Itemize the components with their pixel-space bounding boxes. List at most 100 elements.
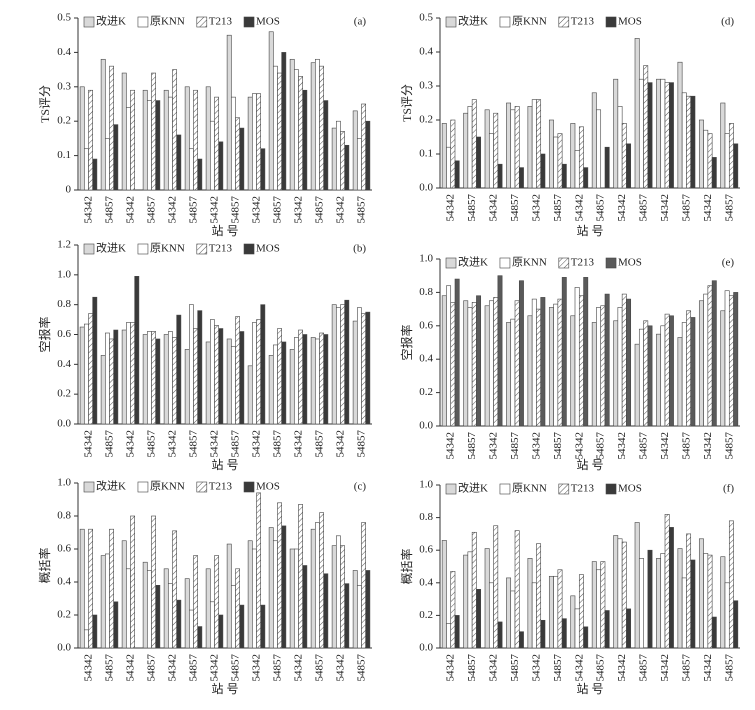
bar	[677, 61, 683, 189]
bar	[711, 616, 717, 649]
x-tick-label: 54342	[659, 654, 671, 682]
bar	[235, 568, 240, 649]
bar	[92, 614, 98, 649]
bar	[617, 106, 623, 189]
bar	[214, 325, 219, 425]
bar	[126, 322, 131, 425]
bar	[168, 96, 173, 191]
bar	[319, 65, 324, 191]
bar	[548, 575, 554, 649]
bar	[331, 545, 337, 649]
x-tick-label: 54857	[638, 194, 650, 222]
x-axis-label: 站 号	[576, 224, 603, 238]
bar	[531, 298, 537, 427]
bar	[256, 319, 261, 425]
bar	[613, 320, 619, 427]
bar	[660, 553, 666, 649]
bar	[698, 538, 704, 649]
bar	[289, 548, 295, 649]
bar	[664, 514, 670, 649]
x-tick-label: 54857	[146, 196, 158, 224]
x-tick-label: 54857	[230, 196, 242, 224]
x-tick-label: 54857	[595, 654, 607, 682]
bar	[168, 583, 173, 649]
bar	[260, 304, 266, 425]
y-tick-label: 1.0	[57, 268, 71, 280]
x-tick-label: 54342	[251, 654, 263, 682]
x-tick-label: 54342	[616, 194, 628, 222]
bar	[668, 82, 674, 189]
y-axis-label: 空报率	[37, 316, 52, 352]
bar	[510, 109, 516, 189]
y-axis-label: TS评分	[400, 84, 414, 122]
bar	[79, 86, 85, 191]
x-tick-label: 54857	[272, 430, 284, 458]
bar	[677, 337, 683, 427]
x-tick-label: 54857	[723, 194, 735, 222]
bar	[698, 119, 704, 189]
x-tick-label: 54857	[680, 432, 692, 460]
x-tick-label: 54342	[293, 196, 305, 224]
bar	[690, 559, 696, 649]
bar	[536, 99, 542, 189]
x-tick-label: 54857	[146, 430, 158, 458]
y-tick-label: 0.0	[419, 642, 433, 654]
bar	[476, 589, 482, 649]
y-tick-label: 0.2	[57, 388, 71, 400]
bar	[561, 277, 567, 427]
bar	[163, 334, 169, 425]
bar	[600, 561, 606, 649]
bar	[527, 315, 533, 427]
bar	[446, 146, 452, 189]
panel: 0 0.1 0.2 0.3 0.4 0.5 54342 54857 54342 54857 5434…	[38, 12, 372, 238]
y-tick-label: 1.0	[419, 253, 433, 265]
bar	[142, 89, 148, 191]
bar	[493, 112, 499, 189]
panel-label: (c)	[354, 481, 367, 493]
bar	[527, 106, 533, 189]
bar	[703, 129, 709, 189]
bar	[79, 326, 85, 425]
bar	[130, 515, 135, 649]
y-tick-label: 0.0	[419, 182, 433, 194]
bar	[643, 320, 649, 427]
bar	[323, 334, 329, 425]
bar	[214, 96, 219, 191]
bar	[707, 554, 713, 649]
bar	[352, 320, 358, 425]
bar	[210, 601, 215, 649]
x-tick-label: 54857	[356, 196, 368, 224]
bar	[277, 72, 282, 191]
bar	[113, 601, 119, 649]
bar	[681, 92, 687, 189]
bar	[574, 287, 580, 427]
bar	[484, 109, 490, 189]
bar	[289, 349, 295, 425]
bar	[340, 545, 345, 649]
bar	[656, 558, 662, 649]
bar	[361, 313, 366, 425]
bar	[189, 304, 194, 425]
legend-swatch	[83, 16, 95, 28]
bar	[193, 555, 198, 649]
bar	[323, 573, 329, 649]
bar	[536, 308, 542, 427]
bar	[686, 310, 692, 427]
bar	[441, 540, 447, 649]
x-tick-label: 54342	[659, 432, 671, 460]
bar	[647, 82, 653, 189]
bar	[176, 134, 182, 191]
bar	[733, 143, 739, 189]
x-tick-label: 54857	[466, 194, 478, 222]
bar	[527, 558, 533, 649]
bar	[134, 276, 140, 425]
bar	[446, 285, 452, 427]
bar	[331, 304, 337, 425]
x-tick-label: 54342	[335, 654, 347, 682]
bar	[634, 522, 640, 649]
legend-label: MOS	[256, 16, 280, 28]
bar	[184, 349, 190, 425]
bar	[205, 341, 211, 425]
bar	[668, 527, 674, 649]
bar	[100, 58, 106, 191]
